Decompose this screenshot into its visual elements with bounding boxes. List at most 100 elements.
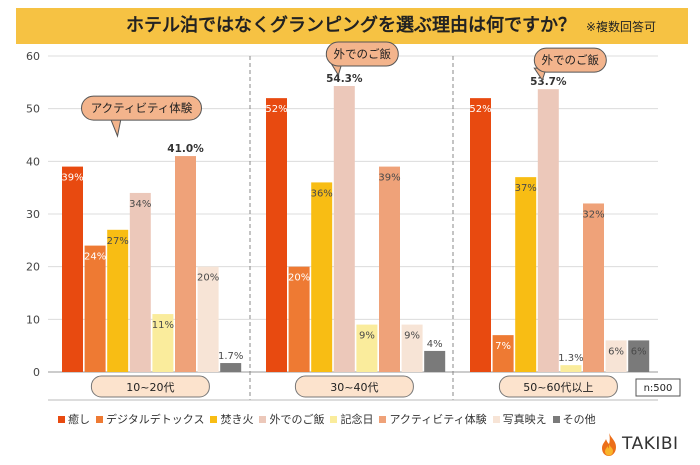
legend-swatch — [96, 416, 103, 423]
y-tick-label: 50 — [26, 103, 40, 116]
data-label: 41.0% — [167, 143, 204, 155]
callout-text: 外でのご飯 — [334, 47, 392, 61]
y-tick-label: 20 — [26, 261, 40, 274]
legend: 癒し デジタルデトックス 焚き火 外でのご飯 記念日 アクティビティ体験 写真映え その他 — [58, 411, 602, 429]
bar — [515, 177, 537, 372]
legend-swatch — [330, 416, 338, 423]
category-pill — [498, 375, 618, 398]
legend-item: 記念日 — [330, 411, 373, 427]
data-label: 52% — [469, 104, 491, 115]
bar — [84, 245, 106, 372]
data-label: 27% — [107, 236, 129, 247]
bar — [537, 89, 559, 373]
callout-box — [81, 95, 202, 121]
bar — [311, 182, 333, 372]
legend-swatch — [210, 416, 218, 423]
legend-swatch — [552, 416, 560, 423]
bar — [62, 166, 83, 372]
legend-item: デジタルデトックス — [96, 411, 204, 427]
title-bar: ホテル泊ではなくグランピングを選ぶ理由は何ですか？ ※複数回答可 — [16, 8, 688, 44]
y-tick-label: 10 — [26, 313, 40, 326]
bar — [628, 340, 650, 372]
legend-label: 焚き火 — [220, 413, 254, 426]
legend-swatch — [58, 416, 65, 423]
bar — [424, 350, 446, 372]
bar — [220, 363, 242, 372]
legend-swatch — [379, 416, 387, 423]
data-label: 34% — [129, 199, 151, 210]
bar — [197, 266, 219, 372]
legend-label: その他 — [562, 413, 596, 426]
data-label: 11% — [152, 320, 174, 331]
y-tick-label: 60 — [26, 50, 40, 63]
bar — [379, 166, 400, 372]
legend-label: 癒し — [68, 413, 90, 426]
data-label: 37% — [515, 183, 537, 194]
legend-item: 写真映え — [492, 411, 547, 427]
callout-text: 外でのご飯 — [542, 53, 600, 67]
bar — [605, 340, 627, 372]
data-label: 4% — [427, 339, 443, 350]
data-label: 24% — [84, 252, 106, 263]
bar — [401, 324, 423, 372]
data-label: 20% — [197, 273, 219, 284]
data-label: 9% — [359, 331, 375, 342]
data-label: 6% — [608, 346, 624, 357]
y-tick-label: 0 — [33, 366, 40, 379]
y-tick-label: 40 — [26, 155, 40, 168]
data-label: 36% — [311, 188, 333, 199]
sample-size-box — [635, 378, 681, 397]
callout-bubble: アクティビティ体験 — [81, 95, 202, 138]
bar — [107, 229, 129, 372]
category-label: 50~60代以上 — [523, 381, 593, 394]
legend-item: 癒し — [58, 411, 90, 427]
bar — [266, 98, 287, 372]
y-tick-label: 30 — [26, 208, 40, 221]
legend-label: デジタルデトックス — [106, 413, 205, 426]
data-label: 7% — [495, 341, 511, 352]
callout-bubble: 外でのご飯 — [533, 47, 607, 82]
data-label: 20% — [288, 273, 310, 284]
data-label: 1.3% — [558, 353, 583, 364]
bar — [560, 365, 582, 372]
category-label: 30~40代 — [330, 381, 378, 394]
takibi-logo: TAKIBI — [598, 430, 693, 460]
bar — [470, 98, 491, 372]
legend-label: 写真映え — [502, 413, 547, 426]
data-label: 39% — [61, 173, 83, 184]
data-label: 54.3% — [326, 73, 363, 85]
legend-swatch — [492, 416, 500, 423]
callout-text: アクティビティ体験 — [91, 101, 193, 115]
bar — [356, 324, 378, 372]
data-label: 6% — [631, 346, 647, 357]
category-pill — [294, 375, 414, 398]
bar — [492, 335, 514, 372]
legend-item: アクティビティ体験 — [379, 411, 487, 427]
bar — [175, 156, 196, 372]
data-label: 1.7% — [218, 351, 243, 362]
data-label: 53.7% — [530, 76, 567, 88]
callout-box — [533, 47, 607, 73]
legend-item: その他 — [552, 411, 596, 427]
bar — [288, 266, 310, 372]
brand-name: TAKIBI — [622, 434, 679, 454]
flame-icon — [602, 433, 616, 456]
bar — [129, 192, 151, 372]
multiple-answers-note: ※複数回答可 — [586, 20, 657, 34]
legend-label: アクティビティ体験 — [389, 413, 487, 426]
category-label: 10~20代 — [126, 381, 174, 394]
data-label: 39% — [378, 173, 400, 184]
bar — [152, 314, 174, 372]
data-label: 9% — [404, 331, 420, 342]
legend-label: 外でのご飯 — [269, 413, 325, 426]
category-pill — [90, 375, 210, 398]
legend-item: 焚き火 — [210, 411, 253, 427]
sample-size-note: n:500 — [644, 383, 673, 394]
bar — [583, 203, 604, 372]
callout-bubble: 外でのご飯 — [325, 41, 399, 77]
legend-label: 記念日 — [340, 413, 374, 426]
callout-box — [325, 41, 399, 67]
data-label: 32% — [582, 209, 604, 220]
